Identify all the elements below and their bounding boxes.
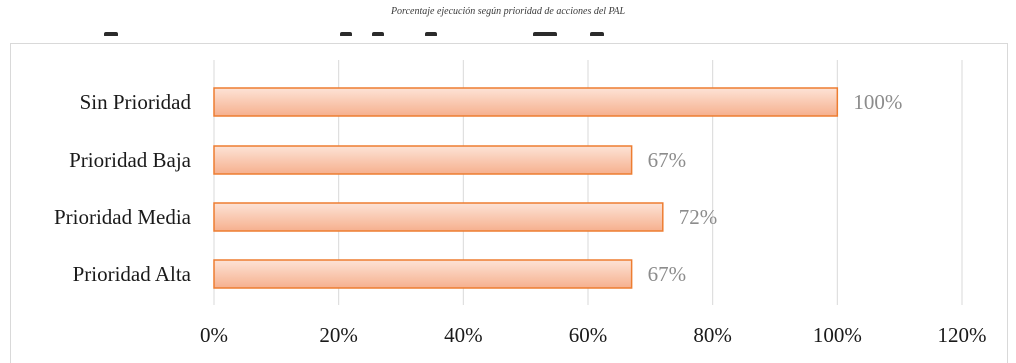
x-tick-label: 20% [319, 323, 358, 347]
data-label: 67% [648, 148, 687, 172]
category-label: Sin Prioridad [80, 90, 192, 114]
x-tick-label: 80% [693, 323, 732, 347]
x-tick-label: 0% [200, 323, 228, 347]
category-label: Prioridad Alta [73, 262, 192, 286]
data-label: 72% [679, 205, 718, 229]
bar [213, 259, 633, 289]
data-labels: 100% 67% 72% 67% [648, 90, 903, 286]
category-labels: Sin Prioridad Prioridad Baja Prioridad Med… [54, 90, 192, 286]
x-tick-label: 40% [444, 323, 483, 347]
bar [213, 87, 839, 117]
category-label: Prioridad Baja [69, 148, 192, 172]
x-tick-label: 120% [938, 323, 987, 347]
figure-caption: Porcentaje ejecución según prioridad de … [390, 6, 626, 17]
bars [213, 87, 839, 289]
data-label: 67% [648, 262, 687, 286]
data-label: 100% [853, 90, 902, 114]
x-tick-label: 60% [569, 323, 608, 347]
category-label: Prioridad Media [54, 205, 192, 229]
x-axis-ticks: 0% 20% 40% 60% 80% 100% 120% [200, 323, 987, 347]
bar [213, 202, 664, 232]
bar [213, 145, 633, 175]
x-tick-label: 100% [813, 323, 862, 347]
